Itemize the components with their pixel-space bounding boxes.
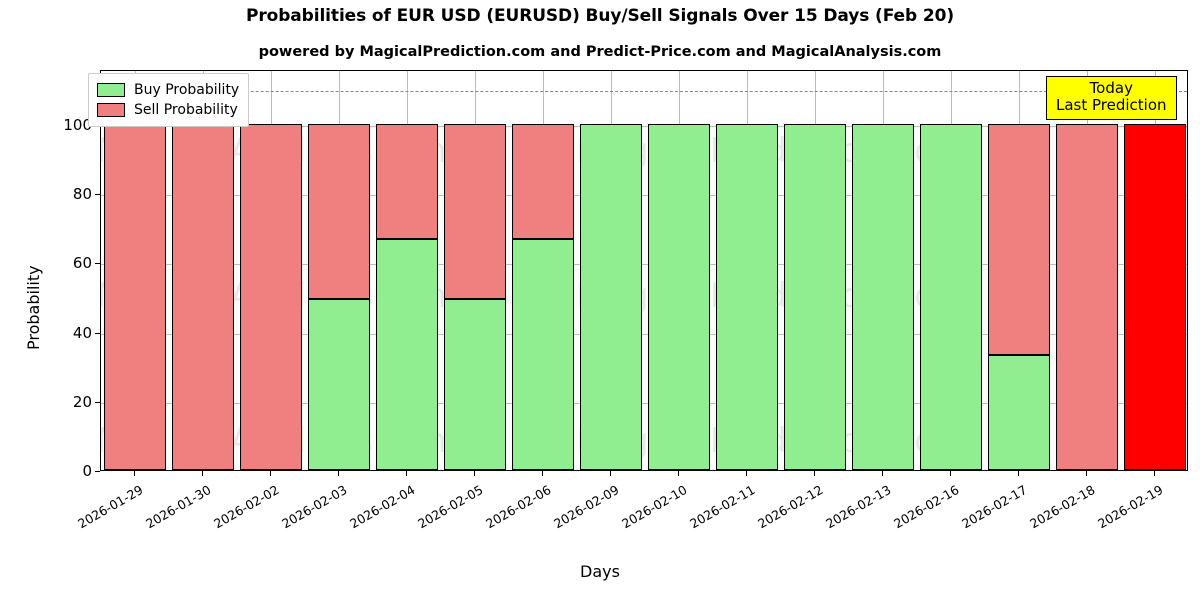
bar-segment-sell [443, 124, 507, 299]
bar-segment-buy [443, 298, 507, 470]
bar-2026-02-05[interactable] [443, 71, 507, 470]
bar-2026-02-03[interactable] [307, 71, 371, 470]
y-tick-label: 0 [82, 462, 92, 480]
legend-item-sell: Sell Probability [97, 100, 239, 120]
x-tick-label: 2026-02-04 [347, 482, 418, 532]
bar-segment-buy [987, 354, 1051, 470]
bar-segment-sell [103, 124, 167, 470]
bar-segment-buy [579, 124, 643, 470]
bar-segment-buy [647, 124, 711, 470]
x-tick-label: 2026-02-10 [619, 482, 690, 532]
bar-segment-sell [987, 124, 1051, 355]
x-tick-label: 2026-01-30 [143, 482, 214, 532]
bar-segment-buy [511, 239, 575, 470]
x-tick-mark [270, 471, 271, 476]
chart-subtitle: powered by MagicalPrediction.com and Pre… [258, 44, 942, 60]
y-tick-label: 60 [72, 254, 92, 273]
x-tick-label: 2026-02-02 [211, 482, 282, 532]
y-tick-label: 20 [72, 392, 92, 411]
x-tick-label: 2026-02-18 [1027, 482, 1098, 532]
bar-2026-02-16[interactable] [919, 71, 983, 470]
x-tick-label: 2026-02-13 [823, 482, 894, 532]
x-tick-mark [882, 471, 883, 476]
x-tick-mark [406, 471, 407, 476]
y-tick-mark [95, 332, 100, 334]
bar-2026-02-06[interactable] [511, 71, 575, 470]
bar-2026-02-12[interactable] [783, 71, 847, 470]
x-tick-label: 2026-02-17 [959, 482, 1030, 532]
bar-segment-sell [511, 124, 575, 240]
bar-2026-02-18[interactable] [1055, 71, 1119, 470]
today-annotation-line1: Today [1089, 79, 1133, 97]
bar-segment-buy [307, 298, 371, 470]
bar-2026-01-30[interactable] [171, 71, 235, 470]
bar-2026-02-09[interactable] [579, 71, 643, 470]
x-tick-mark [814, 471, 815, 476]
x-tick-label: 2026-02-03 [279, 482, 350, 532]
chart-title: Probabilities of EUR USD (EURUSD) Buy/Se… [246, 6, 954, 26]
bar-segment-sell [239, 124, 303, 470]
plot-area: MagicalAnalysis.comMagicalPrediction.com… [100, 70, 1188, 471]
x-tick-label: 2026-02-16 [891, 482, 962, 532]
y-tick-mark [95, 471, 100, 472]
bar-2026-02-02[interactable] [239, 71, 303, 470]
bar-segment-buy [715, 124, 779, 470]
legend-label-buy: Buy Probability [134, 82, 240, 98]
bar-segment-today [1123, 124, 1187, 470]
bar-segment-buy [851, 124, 915, 470]
y-tick-mark [95, 263, 100, 265]
x-tick-mark [474, 471, 475, 476]
bar-segment-buy [783, 124, 847, 470]
legend: Buy Probability Sell Probability [88, 73, 250, 127]
y-tick-label: 100 [63, 116, 92, 134]
bar-2026-02-13[interactable] [851, 71, 915, 470]
x-tick-mark [1154, 471, 1155, 476]
bar-2026-02-10[interactable] [647, 71, 711, 470]
x-tick-mark [610, 471, 611, 476]
bar-2026-01-29[interactable] [103, 71, 167, 470]
bar-segment-buy [919, 124, 983, 470]
today-annotation: Today Last Prediction [1046, 76, 1177, 120]
y-axis-label: Probability [24, 265, 43, 350]
x-tick-mark [202, 471, 203, 476]
x-tick-mark [950, 471, 951, 476]
bar-segment-sell [171, 124, 235, 470]
x-tick-label: 2026-02-06 [483, 482, 554, 532]
x-tick-mark [1018, 471, 1019, 476]
x-tick-mark [746, 471, 747, 476]
x-tick-label: 2026-02-19 [1095, 482, 1166, 532]
x-tick-mark [338, 471, 339, 476]
bar-2026-02-04[interactable] [375, 71, 439, 470]
bar-2026-02-17[interactable] [987, 71, 1051, 470]
x-tick-label: 2026-01-29 [75, 482, 146, 532]
bar-segment-sell [375, 124, 439, 240]
x-tick-mark [678, 471, 679, 476]
bar-2026-02-19[interactable] [1123, 71, 1187, 470]
x-tick-mark [542, 471, 543, 476]
x-tick-label: 2026-02-09 [551, 482, 622, 532]
x-tick-mark [1086, 471, 1087, 476]
y-tick-label: 40 [72, 323, 92, 342]
y-tick-label: 80 [72, 185, 92, 204]
legend-swatch-sell [97, 103, 125, 117]
x-tick-label: 2026-02-12 [755, 482, 826, 532]
legend-label-sell: Sell Probability [134, 102, 238, 118]
legend-swatch-buy [97, 83, 125, 97]
y-tick-mark [95, 194, 100, 196]
bar-segment-buy [375, 239, 439, 470]
x-tick-mark [134, 471, 135, 476]
x-tick-label: 2026-02-05 [415, 482, 486, 532]
x-tick-label: 2026-02-11 [687, 482, 758, 532]
bar-segment-sell [307, 124, 371, 299]
today-annotation-line2: Last Prediction [1056, 95, 1167, 114]
x-axis-label: Days [580, 562, 620, 581]
legend-item-buy: Buy Probability [97, 80, 239, 100]
y-tick-mark [95, 401, 100, 403]
bar-segment-sell [1055, 124, 1119, 470]
bars-layer [101, 71, 1187, 470]
bar-2026-02-11[interactable] [715, 71, 779, 470]
